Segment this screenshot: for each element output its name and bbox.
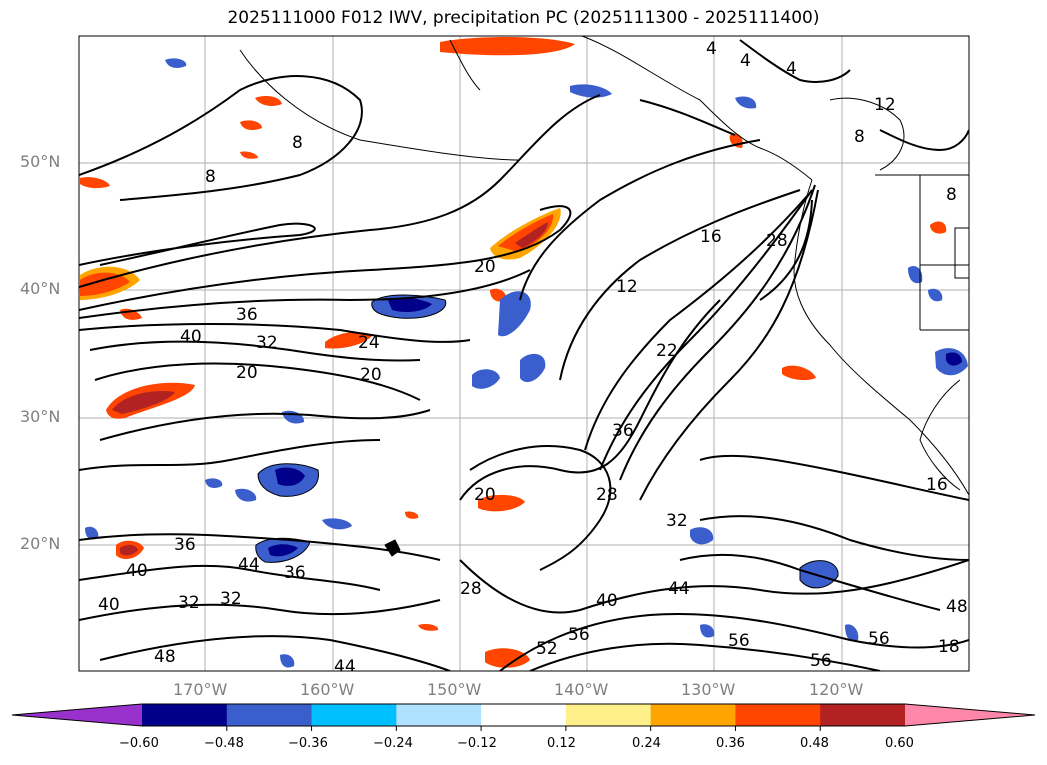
contour-label: 8 [854,127,865,147]
colorbar-tick-label: 0.48 [800,736,829,751]
colorbar-segment [396,704,482,726]
lon-label: 120°W [809,680,864,699]
colorbar-segment [226,704,313,726]
lat-label: 30°N [20,407,61,426]
contour-label: 36 [284,563,306,583]
contour-label: 56 [728,631,750,651]
lon-label: 160°W [300,680,355,699]
colorbar [11,703,1036,731]
contour-label: 16 [926,475,948,495]
contour-label: 20 [236,363,258,383]
contour-label: 4 [740,51,751,71]
contour-label: 36 [174,535,196,555]
contour-label: 20 [474,257,496,277]
colorbar-segment [142,704,228,726]
contour-label: 44 [238,555,260,575]
gridlines [79,36,969,671]
contour-label: 40 [98,595,120,615]
contour-label: 36 [236,305,258,325]
colorbar-tick-label: −0.12 [457,736,497,751]
contour-label: 56 [868,629,890,649]
contour-label: 24 [358,333,380,353]
contour-label: 8 [946,185,957,205]
contour-label: 20 [360,365,382,385]
colorbar-segment [311,704,397,726]
contour-label: 40 [126,561,148,581]
lat-label: 50°N [20,152,61,171]
contour-label: 56 [810,651,832,671]
contour-label: 20 [474,485,496,505]
contour-label: 56 [568,625,590,645]
colorbar-outline [11,703,1036,727]
colorbar-tick-label: −0.48 [204,736,244,751]
contour-label: 12 [616,277,638,297]
contour-label: 32 [178,593,200,613]
colorbar-extend-low [12,704,142,726]
precip-negative [85,58,968,668]
contour-label: 44 [668,579,690,599]
colorbar-tick-label: 0.12 [547,736,576,751]
contour-label: 52 [536,639,558,659]
contour-label: 32 [256,333,278,353]
colorbar-extend-high [905,704,1035,726]
contour-label: 40 [596,591,618,611]
lon-label: 130°W [681,680,736,699]
contour-label: 8 [205,167,216,187]
contour-label: 40 [180,327,202,347]
colorbar-tick-label: −0.60 [119,736,159,751]
colorbar-segment [735,704,821,726]
lon-label: 140°W [554,680,609,699]
contour-label: 32 [220,589,242,609]
precip-outlines [255,294,839,589]
colorbar-tick-label: 0.60 [885,736,914,751]
lat-label: 40°N [20,279,61,298]
colorbar-tick-label: −0.36 [288,736,328,751]
contour-label: 28 [596,485,618,505]
contour-label: 4 [706,39,717,59]
colorbar-tick-label: 0.36 [716,736,745,751]
colorbar-segment [481,704,567,726]
contour-label: 48 [154,647,176,667]
colorbar-tick-label: 0.24 [632,736,661,751]
map-frame [78,35,970,672]
colorbar-tick-label: −0.24 [373,736,413,751]
contour-label: 18 [938,637,960,657]
contour-label: 28 [460,579,482,599]
contour-label: 16 [700,227,722,247]
lon-label: 150°W [427,680,482,699]
contour-label: 32 [666,511,688,531]
precip-positive [80,37,947,668]
colorbar-segment [565,704,652,726]
lon-label: 170°W [173,680,228,699]
contour-label: 48 [946,597,968,617]
colorbar-segment [820,704,906,726]
contour-label: 8 [292,133,303,153]
contour-labels: 8 8 4 4 4 12 8 8 16 28 12 20 36 40 32 24… [98,39,968,677]
contour-label: 22 [656,341,678,361]
colorbar-segment [650,704,736,726]
contour-label: 36 [612,421,634,441]
contour-label: 44 [334,657,356,677]
lat-label: 20°N [20,534,61,553]
contour-label: 4 [786,59,797,79]
contour-label: 12 [874,95,896,115]
contour-label: 28 [766,231,788,251]
chart-title: 2025111000 F012 IWV, precipitation PC (2… [227,8,820,28]
